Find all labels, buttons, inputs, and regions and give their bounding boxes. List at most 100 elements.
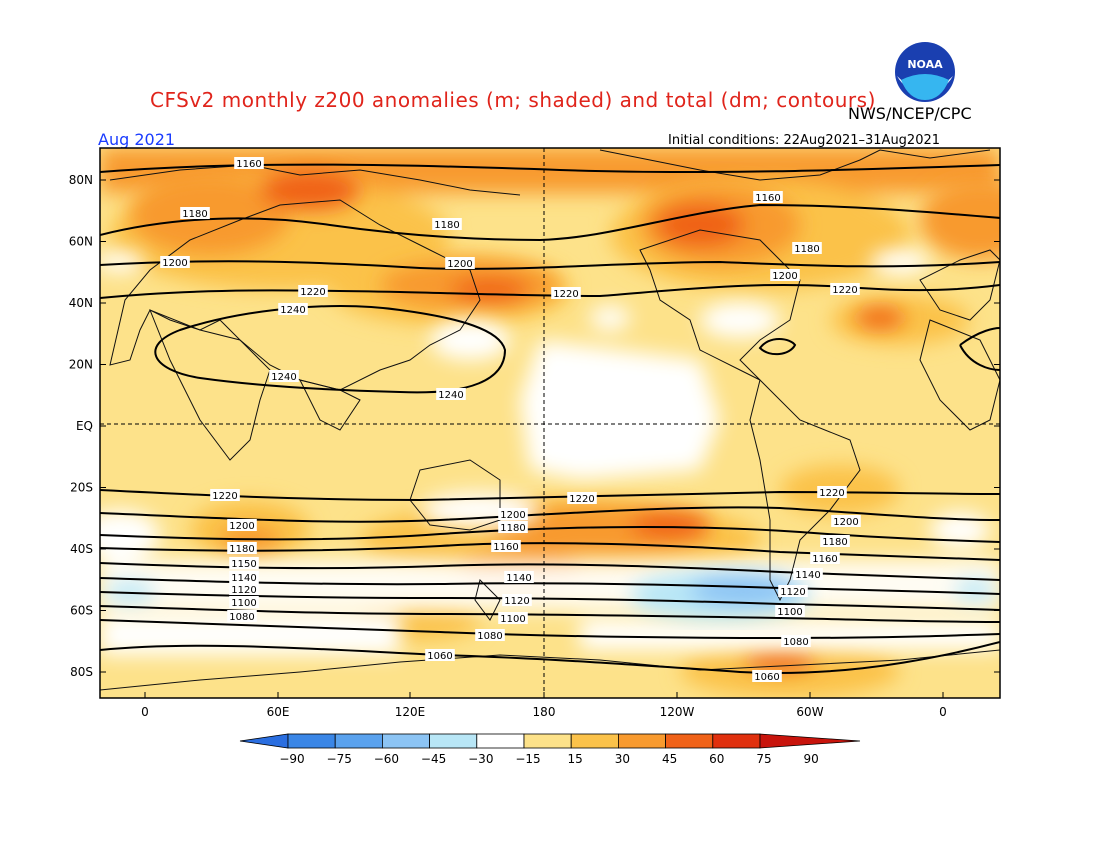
contour-label-bg — [778, 585, 808, 597]
contour-label-bg — [160, 256, 190, 268]
lon-label: 120W — [660, 705, 695, 719]
contour-label: 1180 — [822, 537, 847, 548]
contour-label-bg — [810, 552, 840, 564]
contour-label: 1160 — [812, 554, 837, 565]
contour-label-bg — [781, 635, 811, 647]
contour-label-bg — [817, 486, 847, 498]
initial-conditions-label: Initial conditions: 22Aug2021–31Aug2021 — [668, 133, 941, 148]
lon-label: 60W — [796, 705, 823, 719]
contour-label-bg — [234, 157, 264, 169]
colorbar-label: 45 — [662, 752, 677, 766]
contour-label-bg — [227, 519, 257, 531]
contour-label-bg — [498, 521, 528, 533]
contour-label-bg — [227, 610, 257, 622]
colorbar-label: 90 — [804, 752, 819, 766]
contour-label: 1240 — [280, 305, 305, 316]
contour-label-bg — [298, 285, 328, 297]
contour-label: 1120 — [504, 596, 529, 607]
contour-label: 1120 — [780, 587, 805, 598]
contour-label: 1200 — [229, 521, 254, 532]
colorbar-swatch — [381, 733, 430, 749]
contour-label-bg — [229, 596, 259, 608]
contour-label: 1200 — [833, 517, 858, 528]
contour-label-bg — [432, 218, 462, 230]
colorbar-label: −75 — [327, 752, 352, 766]
contour-label: 1140 — [795, 570, 820, 581]
colorbar-label: −30 — [468, 752, 493, 766]
contour-label: 1080 — [229, 612, 254, 623]
contour-label: 1220 — [569, 494, 594, 505]
colorbar-swatch — [523, 733, 572, 749]
colorbar-label: −45 — [421, 752, 446, 766]
contour-label: 1200 — [447, 259, 472, 270]
colorbar-swatch — [429, 733, 478, 749]
contour-label: 1160 — [493, 542, 518, 553]
contour-label: 1060 — [754, 672, 779, 683]
contour-label-bg — [269, 370, 299, 382]
contour-label-bg — [498, 508, 528, 520]
contour-label: 1140 — [231, 573, 256, 584]
agency-label: NWS/NCEP/CPC — [848, 104, 972, 123]
colorbar-label: 30 — [615, 752, 630, 766]
colorbar-swatch — [665, 733, 714, 749]
contour-label-bg — [502, 594, 532, 606]
contour-label-bg — [753, 191, 783, 203]
contour-label: 1240 — [438, 390, 463, 401]
lat-label: 40S — [70, 542, 93, 556]
contour-label: 1220 — [300, 287, 325, 298]
contour-label: 1220 — [832, 285, 857, 296]
contour-label-bg — [551, 287, 581, 299]
contour-label: 1200 — [500, 510, 525, 521]
contour-label-bg — [498, 612, 528, 624]
contour-label: 1120 — [231, 585, 256, 596]
contour-label-bg — [752, 670, 782, 682]
contour-label: 1100 — [777, 607, 802, 618]
colorbar-label: 75 — [756, 752, 771, 766]
contour-label: 1200 — [162, 258, 187, 269]
lat-label: EQ — [76, 419, 93, 433]
chart-title: CFSv2 monthly z200 anomalies (m; shaded)… — [150, 88, 876, 112]
lat-label: 20N — [69, 358, 93, 372]
latitude-labels: 80N 60N 40N 20N EQ 20S 40S 60S 80S — [69, 173, 93, 679]
longitude-labels: 0 60E 120E 180 120W 60W 0 — [141, 705, 947, 719]
lon-label: 180 — [533, 705, 556, 719]
colorbar-arrow-right — [759, 733, 861, 749]
contour-label-bg — [775, 605, 805, 617]
contour-label-bg — [830, 283, 860, 295]
contour-label-bg — [180, 207, 210, 219]
contour-label: 1150 — [231, 559, 256, 570]
colorbar-label: 15 — [568, 752, 583, 766]
contour-label: 1160 — [755, 193, 780, 204]
contour-label: 1220 — [819, 488, 844, 499]
contour-label: 1180 — [182, 209, 207, 220]
colorbar — [239, 733, 861, 749]
map-frame — [99, 147, 1001, 699]
contour-label-bg — [792, 242, 822, 254]
contour-label: 1180 — [229, 544, 254, 555]
contour-labels: 1160 1160 1180 1180 1180 1200 1200 1200 1220 1220… — [160, 157, 861, 683]
contour-label-bg — [491, 540, 521, 552]
lat-label: 60S — [70, 604, 93, 618]
colorbar-label: −15 — [515, 752, 540, 766]
lon-label: 60E — [267, 705, 290, 719]
contour-label: 1200 — [772, 271, 797, 282]
colorbar-swatch — [334, 733, 383, 749]
lon-label: 120E — [395, 705, 426, 719]
contour-label-bg — [504, 571, 534, 583]
lat-label: 80N — [69, 173, 93, 187]
lat-label: 20S — [70, 481, 93, 495]
contour-label: 1220 — [212, 491, 237, 502]
contour-label: 1160 — [236, 159, 261, 170]
contour-label: 1100 — [500, 614, 525, 625]
contour-label-bg — [229, 571, 259, 583]
contour-label-bg — [425, 649, 455, 661]
contour-label-bg — [567, 492, 597, 504]
lat-label: 80S — [70, 665, 93, 679]
colorbar-label: −90 — [279, 752, 304, 766]
contour-label-bg — [770, 269, 800, 281]
colorbar-labels: −90 −75 −60 −45 −30 −15 15 30 45 60 75 90 — [279, 752, 819, 766]
lon-label: 0 — [141, 705, 149, 719]
colorbar-label: 60 — [709, 752, 724, 766]
contour-label-bg — [820, 535, 850, 547]
